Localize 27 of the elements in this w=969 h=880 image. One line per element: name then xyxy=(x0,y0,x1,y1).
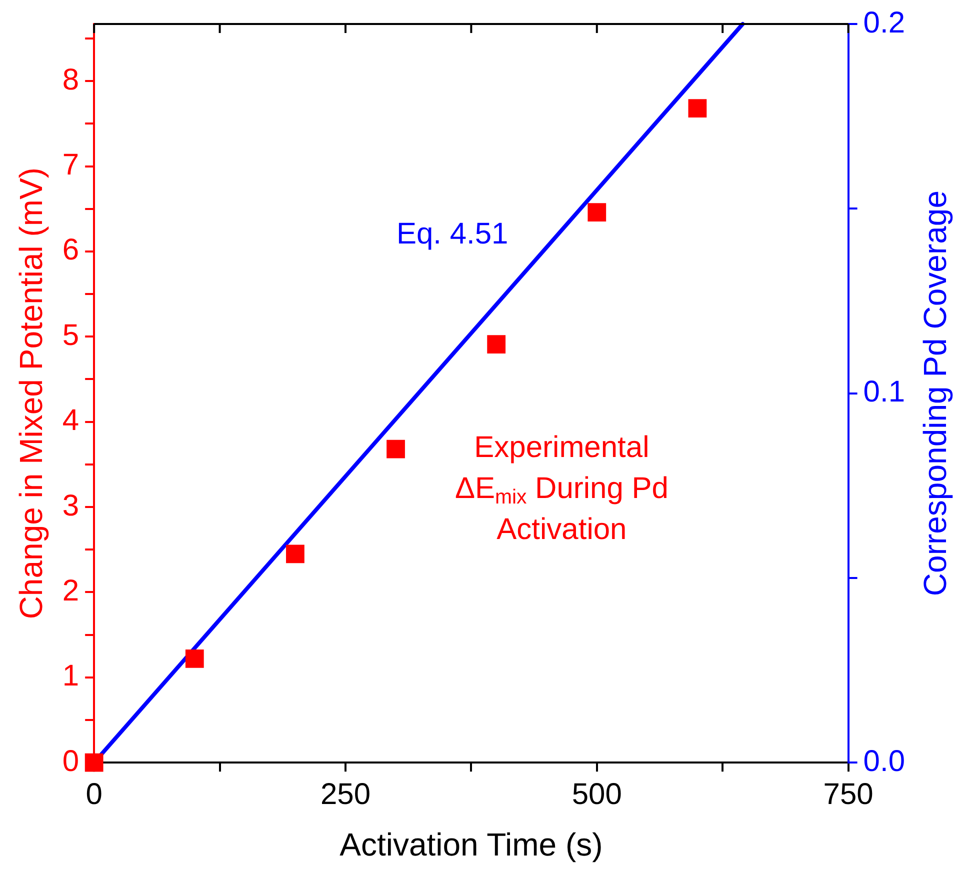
x-tick-label: 0 xyxy=(86,778,102,811)
y-tick-label: 2 xyxy=(62,574,80,608)
x-tick-label: 750 xyxy=(823,778,874,811)
y-axis-title: Change in Mixed Potential (mV) xyxy=(13,167,50,620)
y2-tick-label: 0.0 xyxy=(863,744,906,778)
y2-tick-label: 0.1 xyxy=(863,376,906,409)
x-tick-label: 500 xyxy=(572,778,622,811)
y-tick-label: 4 xyxy=(62,404,80,438)
point xyxy=(588,203,606,222)
y-tick-label: 8 xyxy=(62,63,80,96)
y-tick-label: 5 xyxy=(62,318,80,352)
x-tick-label: 250 xyxy=(320,778,371,811)
y-tick-label: 7 xyxy=(62,148,80,182)
y-tick-label: 0 xyxy=(62,744,80,778)
y-tick-label: 3 xyxy=(62,489,80,522)
series-label: Eq. 4.51 xyxy=(396,218,508,251)
y-tick-label: 1 xyxy=(62,660,80,693)
point xyxy=(386,440,405,458)
point xyxy=(84,753,104,772)
x-axis-title: Activation Time (s) xyxy=(340,826,603,863)
point xyxy=(487,335,506,354)
point xyxy=(688,99,707,118)
point xyxy=(185,649,204,668)
point xyxy=(286,544,304,564)
y-tick-label: 6 xyxy=(62,234,80,267)
y2-tick-label: 0.2 xyxy=(863,6,906,40)
y2-axis-title: Corresponding Pd Coverage xyxy=(916,190,953,596)
